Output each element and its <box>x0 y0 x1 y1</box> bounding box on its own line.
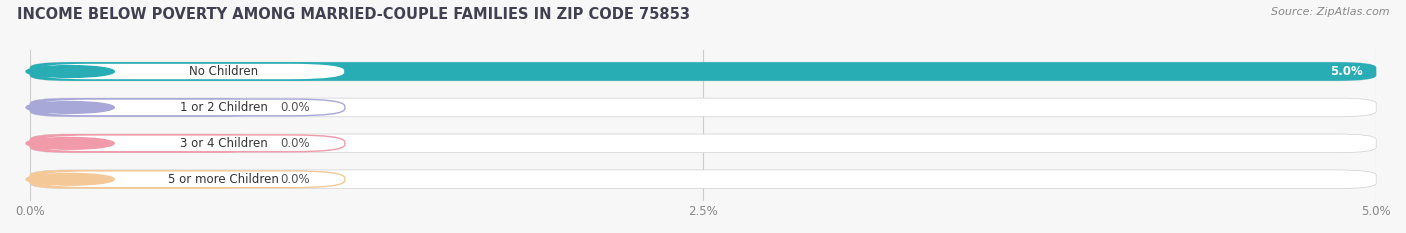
Text: INCOME BELOW POVERTY AMONG MARRIED-COUPLE FAMILIES IN ZIP CODE 75853: INCOME BELOW POVERTY AMONG MARRIED-COUPL… <box>17 7 690 22</box>
Text: 0.0%: 0.0% <box>280 173 309 186</box>
FancyBboxPatch shape <box>30 62 1376 81</box>
FancyBboxPatch shape <box>30 170 259 189</box>
FancyBboxPatch shape <box>35 135 344 152</box>
Circle shape <box>27 137 114 149</box>
Circle shape <box>27 102 114 113</box>
FancyBboxPatch shape <box>30 62 1376 81</box>
Text: Source: ZipAtlas.com: Source: ZipAtlas.com <box>1271 7 1389 17</box>
Text: 0.0%: 0.0% <box>280 101 309 114</box>
Text: 5 or more Children: 5 or more Children <box>169 173 280 186</box>
FancyBboxPatch shape <box>30 98 259 117</box>
Circle shape <box>27 173 114 185</box>
FancyBboxPatch shape <box>35 171 344 188</box>
FancyBboxPatch shape <box>30 134 1376 153</box>
FancyBboxPatch shape <box>35 63 344 80</box>
FancyBboxPatch shape <box>30 98 1376 117</box>
Text: 5.0%: 5.0% <box>1330 65 1362 78</box>
Circle shape <box>27 66 114 77</box>
FancyBboxPatch shape <box>30 170 1376 189</box>
Text: 0.0%: 0.0% <box>280 137 309 150</box>
Text: No Children: No Children <box>190 65 259 78</box>
Text: 3 or 4 Children: 3 or 4 Children <box>180 137 267 150</box>
Text: 1 or 2 Children: 1 or 2 Children <box>180 101 267 114</box>
FancyBboxPatch shape <box>30 134 259 153</box>
FancyBboxPatch shape <box>35 99 344 116</box>
